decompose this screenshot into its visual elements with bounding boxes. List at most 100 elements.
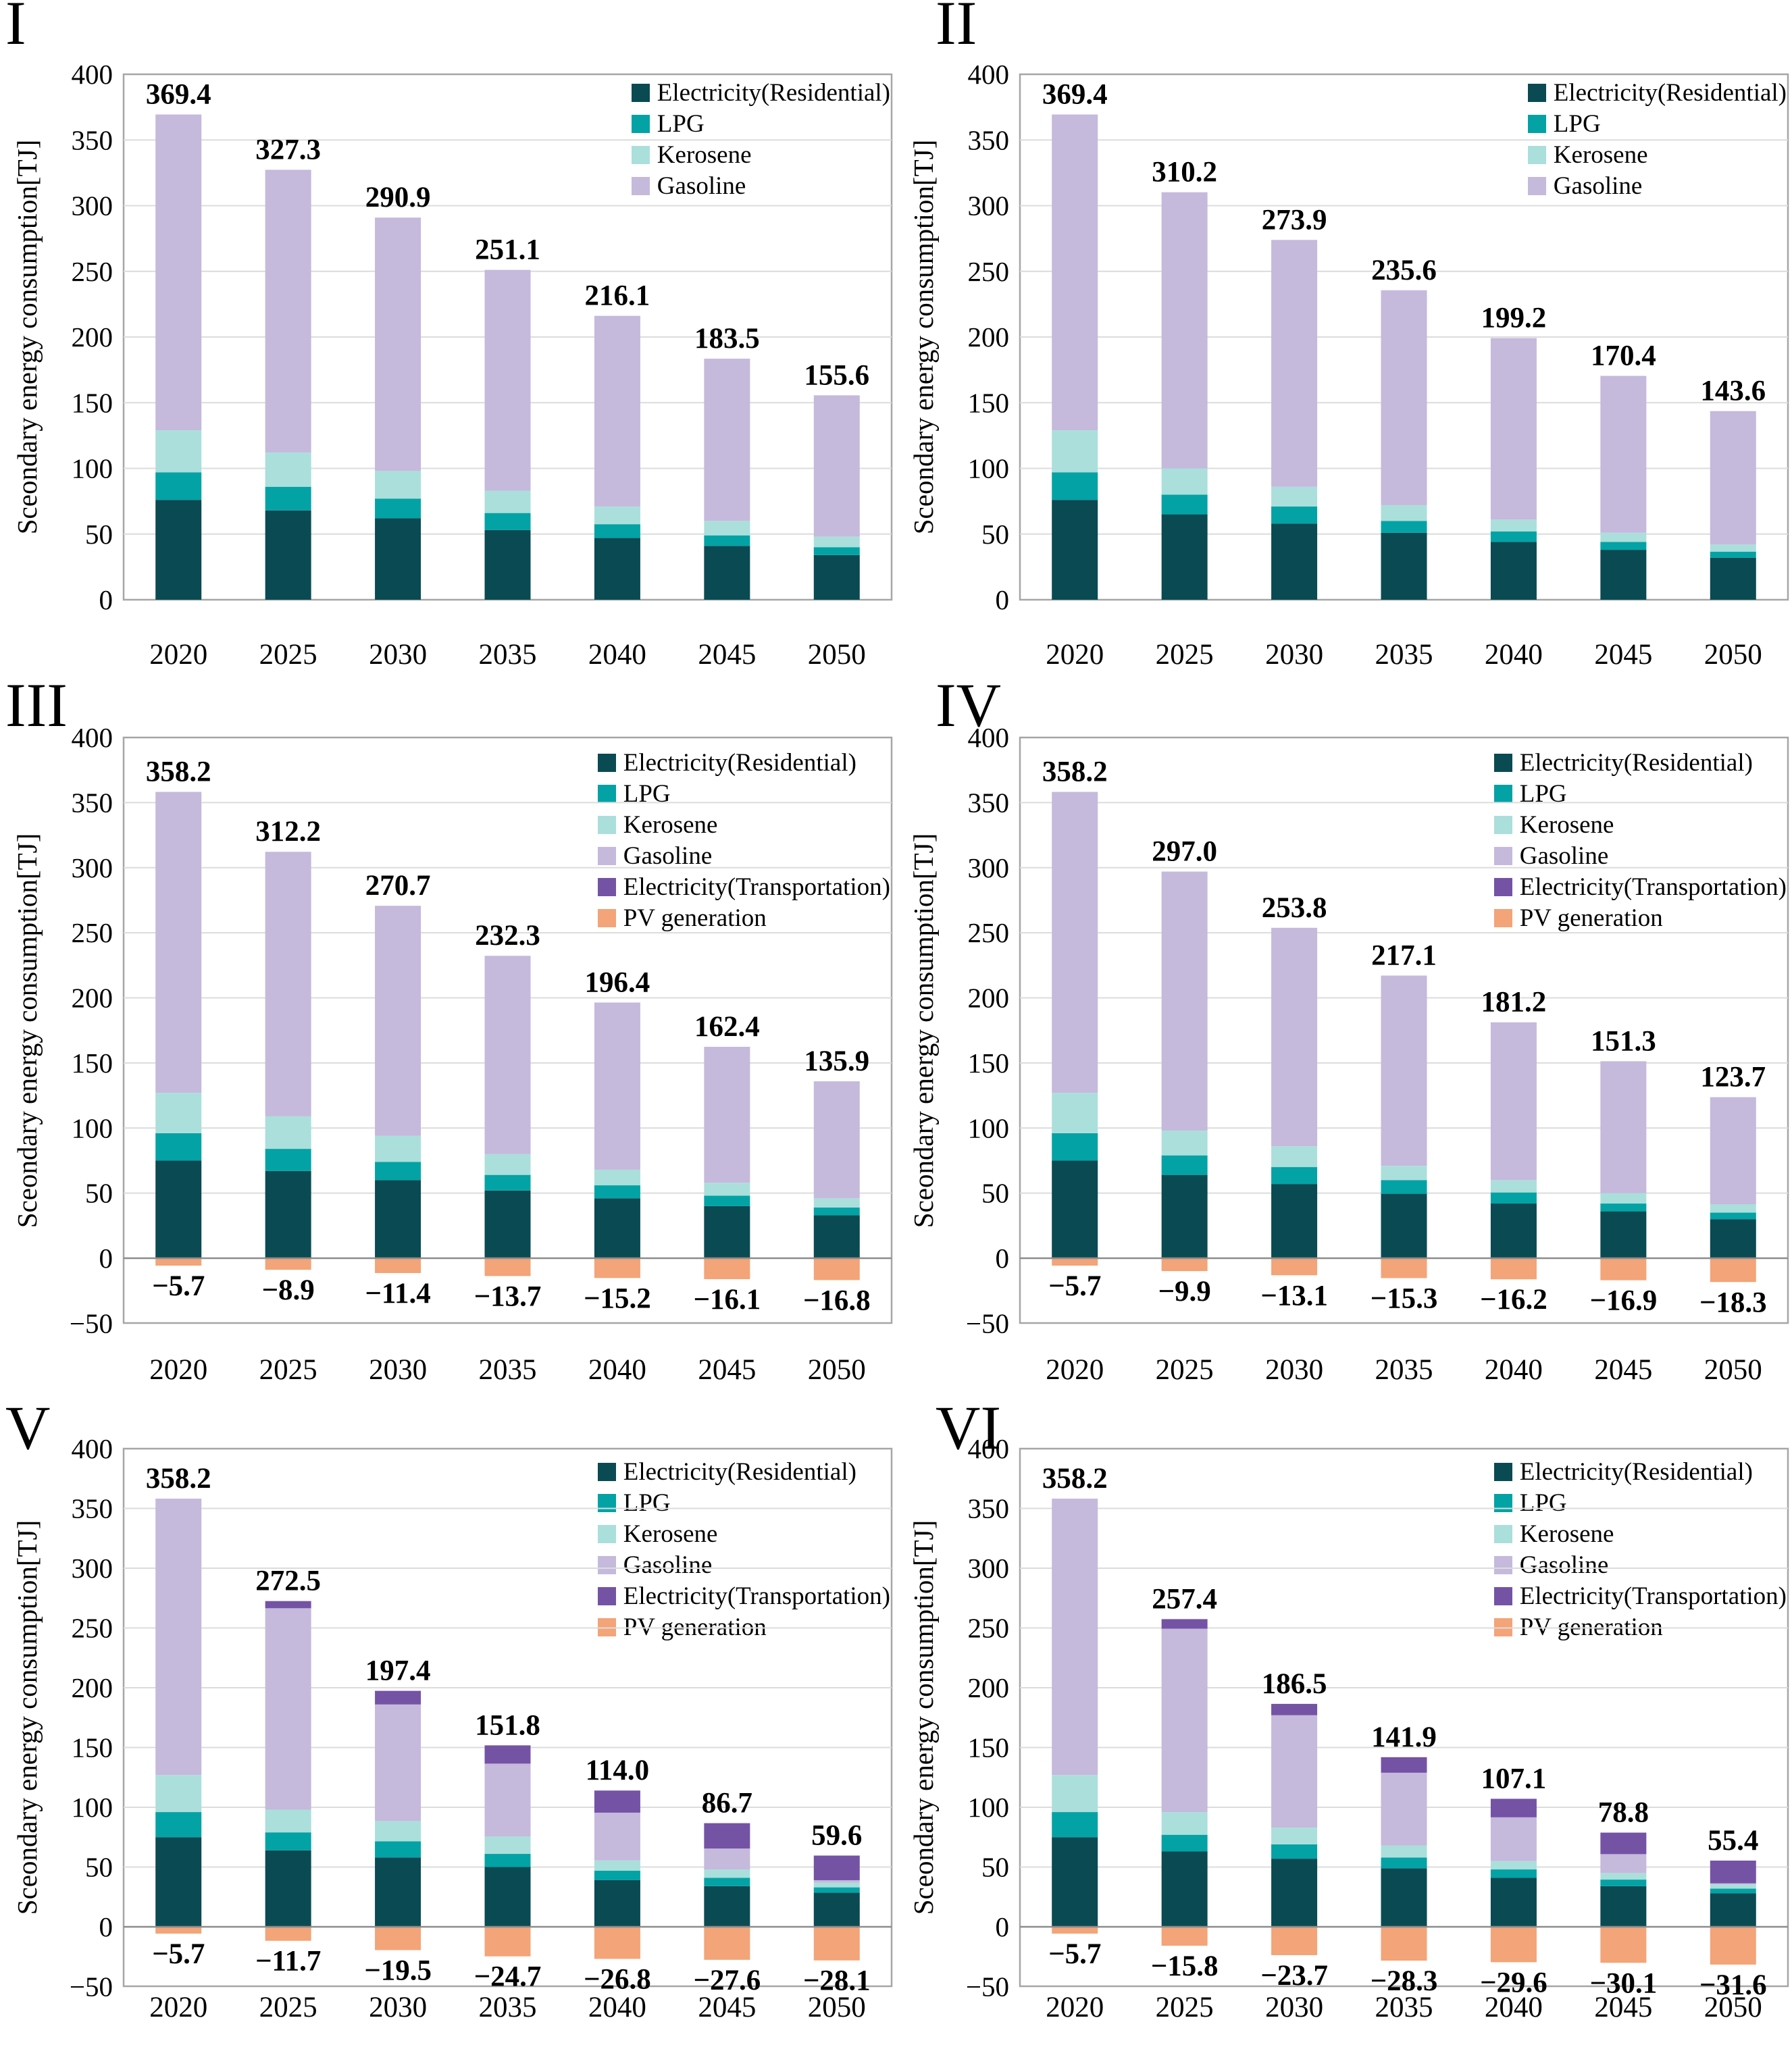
y-tick-label: 0 — [99, 1243, 113, 1274]
bar-segment-lpg — [1710, 552, 1756, 558]
y-tick-label: 300 — [968, 852, 1010, 883]
bar-segment-kerosene — [1271, 486, 1318, 507]
x-tick-label: 2050 — [1704, 1992, 1762, 2023]
bar-segment-electricity_transportation — [265, 1601, 311, 1609]
bar-segment-kerosene — [1710, 1884, 1756, 1889]
bar-segment-electricity_residential — [704, 1886, 750, 1927]
bar-segment-kerosene — [1600, 1873, 1647, 1880]
bar-total-label: 257.4 — [1152, 1583, 1217, 1615]
bar-segment-gasoline — [155, 114, 202, 431]
bar-segment-lpg — [265, 1832, 311, 1850]
bar-segment-gasoline — [594, 1002, 640, 1170]
bar-segment-kerosene — [1052, 1775, 1098, 1813]
bar-segment-gasoline — [704, 359, 750, 521]
bar-segment-kerosene — [1161, 1131, 1208, 1156]
bar-segment-gasoline — [813, 395, 860, 537]
y-tick-label: 0 — [996, 584, 1010, 615]
x-tick-label: 2035 — [1375, 639, 1433, 671]
legend-label: PV generation — [1519, 904, 1663, 932]
bar-segment-pv_generation — [704, 1927, 750, 1960]
y-tick-label: 250 — [72, 256, 113, 287]
y-tick-label: 100 — [72, 453, 113, 484]
x-tick-label: 2040 — [1485, 1354, 1543, 1386]
legend-swatch-icon — [1527, 83, 1546, 102]
bar-segment-gasoline — [1600, 1854, 1647, 1873]
bar-total-label: 253.8 — [1262, 892, 1327, 924]
legend-item-electricity_transportation: Electricity(Transportation) — [1493, 871, 1787, 902]
bar-total-label: 86.7 — [702, 1788, 752, 1819]
x-tick-label: 2025 — [1156, 1992, 1214, 2023]
bar-segment-kerosene — [155, 430, 202, 473]
panel-I: I Sceondary energy consumption[TJ] Electri… — [0, 0, 896, 682]
bar-segment-electricity_residential — [265, 1850, 311, 1927]
pv-value-label: −5.7 — [152, 1270, 205, 1302]
legend: Electricity(Residential) LPG Kerosene Gasol… — [597, 1456, 890, 1642]
bar-segment-lpg — [1161, 1834, 1208, 1852]
y-tick-label: 150 — [968, 1047, 1010, 1079]
legend-swatch-icon — [1493, 1617, 1512, 1636]
x-tick-label: 2030 — [369, 1992, 427, 2023]
legend: Electricity(Residential) LPG Kerosene Gasol… — [1493, 1456, 1787, 1642]
bar-segment-lpg — [594, 1185, 640, 1199]
panel-numeral: V — [5, 1393, 51, 1462]
bar-segment-gasoline — [1052, 114, 1098, 431]
plot-border — [1019, 736, 1789, 1324]
bar-segment-gasoline — [1600, 376, 1647, 533]
bar-segment-kerosene — [704, 521, 750, 536]
legend-swatch-icon — [597, 815, 616, 834]
pv-value-label: −16.1 — [693, 1284, 761, 1316]
panel-numeral: IV — [936, 671, 1002, 740]
bar-total-label: 197.4 — [365, 1655, 431, 1687]
panel-numeral: I — [5, 0, 26, 57]
bar-segment-kerosene — [594, 1860, 640, 1871]
legend-swatch-icon — [597, 1524, 616, 1543]
bar-segment-lpg — [484, 513, 531, 530]
legend-label: PV generation — [623, 904, 767, 932]
plot-border — [1019, 1447, 1789, 1988]
bar-total-label: 235.6 — [1371, 255, 1437, 286]
bar-segment-kerosene — [1161, 1812, 1208, 1835]
x-tick-label: 2030 — [1265, 639, 1323, 671]
y-tick-label: 250 — [72, 1613, 113, 1644]
legend: Electricity(Residential) LPG Kerosene Gasol… — [631, 77, 890, 201]
bar-total-label: 273.9 — [1262, 204, 1327, 236]
x-tick-label: 2025 — [259, 1354, 317, 1386]
pv-value-label: −5.7 — [1048, 1270, 1101, 1302]
bar-segment-electricity_residential — [265, 1170, 311, 1258]
bar-total-label: 327.3 — [255, 134, 321, 165]
x-tick-label: 2040 — [1485, 639, 1543, 671]
bar-segment-lpg — [155, 472, 202, 500]
x-tick-label: 2035 — [1375, 1992, 1433, 2023]
bar-segment-electricity_residential — [1271, 1184, 1318, 1258]
y-tick-label: 300 — [72, 190, 113, 222]
bar-segment-gasoline — [704, 1046, 750, 1183]
x-tick-label: 2020 — [149, 1992, 207, 2023]
bar-segment-gasoline — [1490, 1817, 1537, 1861]
legend-item-electricity_residential: Electricity(Residential) — [1493, 747, 1787, 778]
bar-segment-pv_generation — [155, 1927, 202, 1934]
x-tick-label: 2035 — [479, 639, 537, 671]
legend-item-gasoline: Gasoline — [1527, 170, 1787, 201]
bar-segment-gasoline — [1381, 975, 1427, 1166]
pv-value-label: −19.5 — [364, 1955, 432, 1987]
bar-segment-kerosene — [265, 1809, 311, 1833]
bar-segment-gasoline — [155, 792, 202, 1093]
legend-swatch-icon — [1493, 877, 1512, 896]
legend-label: LPG — [1519, 1489, 1567, 1517]
bar-segment-lpg — [1052, 1133, 1098, 1161]
bar-segment-gasoline — [813, 1880, 860, 1883]
bar-segment-electricity_residential — [1600, 1886, 1647, 1927]
bar-segment-kerosene — [1381, 1166, 1427, 1181]
legend-label: Kerosene — [1519, 810, 1614, 839]
legend-label: LPG — [657, 109, 705, 138]
bar-total-label: 369.4 — [1042, 79, 1108, 111]
y-tick-label: 100 — [72, 1792, 113, 1823]
bar-total-label: 151.8 — [475, 1709, 540, 1741]
legend-swatch-icon — [597, 1462, 616, 1481]
legend-swatch-icon — [597, 1586, 616, 1605]
x-tick-label: 2020 — [149, 1354, 207, 1386]
x-tick-label: 2045 — [698, 1992, 756, 2023]
legend-swatch-icon — [597, 908, 616, 927]
bar-segment-lpg — [375, 498, 421, 519]
legend-item-kerosene: Kerosene — [597, 809, 890, 840]
